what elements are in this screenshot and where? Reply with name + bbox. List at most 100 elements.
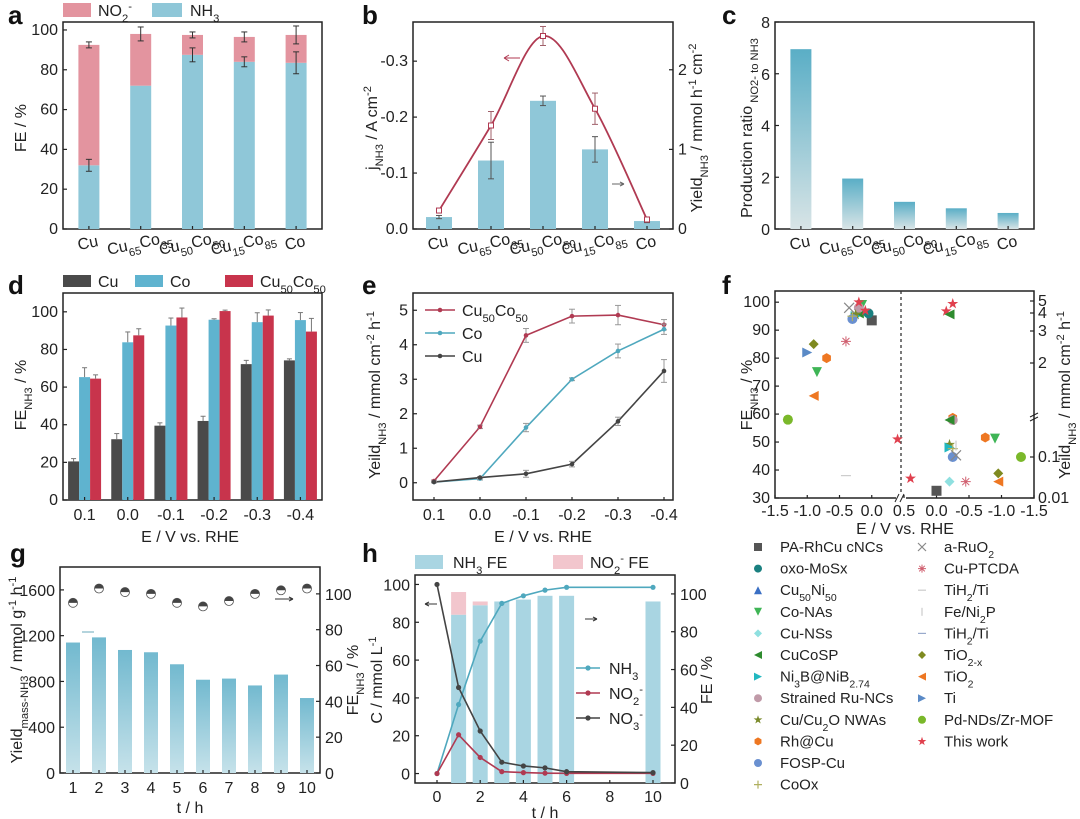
x-tick-label: -0.1 [157, 507, 185, 524]
x-tick-label-part: 35 [160, 238, 175, 252]
bar-co [79, 377, 91, 500]
bar-nh3-fe [494, 601, 510, 783]
legend-label-cuco-part: Cu [462, 303, 482, 320]
legend-label-col1: Strained Ru-NCs [780, 690, 893, 707]
legend-label-col2-part: TiO [944, 669, 968, 686]
legend-label-col2: TiO2 [944, 669, 974, 691]
bar-co [294, 320, 306, 500]
line-cu [433, 370, 665, 483]
x-tick-label-left: 0.0 [861, 503, 883, 520]
point-fe-half [224, 596, 234, 602]
legend-swatch-no2 [63, 3, 91, 17]
bar-yield [66, 642, 80, 773]
bar-co [251, 322, 263, 500]
legend-label-col2-part: TiH [944, 582, 967, 599]
y-tick-label-left: 50 [752, 434, 770, 451]
point-cu50co50 [569, 313, 575, 319]
x-tick-label-part: 85 [976, 238, 991, 252]
x-axis-title-part: vs. [180, 529, 200, 546]
point-cu50co50 [615, 312, 621, 318]
x-tick-label-right: -1.5 [1020, 503, 1048, 520]
y-axis-title-left: FENH3 / % [739, 360, 761, 430]
y-axis-title-right-part: FE [345, 695, 362, 715]
x-tick-label-part: 35 [872, 238, 887, 252]
point-fe-half [250, 589, 260, 594]
y-tick-label-left: 0 [46, 766, 55, 783]
point-no2 [434, 770, 440, 777]
marker-a-ruo2 [950, 449, 962, 461]
x-tick-label-left: -1.5 [761, 503, 789, 520]
bar-nh3 [285, 62, 307, 229]
legend-label-no2-part: - [639, 684, 643, 696]
x-tick-label-left: -1.0 [793, 503, 821, 520]
legend-label-no3: NO3- [609, 709, 643, 733]
y-tick-label-left: 100 [743, 294, 770, 311]
x-tick-label-part: 50 [562, 238, 577, 252]
axis-break-icon [894, 493, 905, 503]
y-tick-label: 1 [399, 440, 408, 457]
y-axis-title-left-part: -2 [362, 86, 374, 96]
legend-label-col2-part: TiH [944, 625, 967, 642]
y-tick-label-right: 3 [1038, 323, 1047, 340]
bar-no2-fe [472, 601, 488, 606]
x-tick-label-part: Co [138, 231, 162, 252]
legend-label-nh3-part: 3 [632, 671, 638, 683]
x-tick-label: Co [634, 233, 658, 254]
x-tick-label-part: Co [954, 231, 978, 252]
legend-label-cu: Cu [98, 274, 118, 291]
x-axis-title: t / h [532, 805, 559, 819]
legend-label-nh3-fe: NH3 FE [453, 555, 507, 577]
y-tick-label: 0 [761, 222, 770, 239]
marker-cu-cu2o-nwas [850, 309, 862, 320]
y-tick-label-right: 0 [325, 766, 334, 783]
y-tick-label: 20 [40, 454, 58, 471]
y-axis-title-left: jNH3 / A cm-2 [362, 86, 386, 171]
legend-label-no2-part: - [128, 1, 132, 13]
legend-label-col1-part: PA-RhCu cNCs [780, 539, 883, 556]
x-tick-label: -0.2 [200, 507, 228, 524]
bar-co [165, 325, 177, 500]
legend-label-cuco-part: 50 [515, 313, 527, 325]
y-axis-title-right-part: Yield [689, 177, 706, 212]
y-tick-label-left: 40 [752, 462, 770, 479]
point-cu [615, 419, 621, 424]
point-nh3 [564, 584, 570, 590]
x-tick-label: 0.0 [117, 507, 139, 524]
y-axis-title-part: NH3 [377, 422, 389, 444]
point-co [661, 326, 667, 332]
x-tick-label-right: -1.0 [988, 503, 1016, 520]
arrow-left-icon [424, 601, 437, 607]
y-tick-label: 20 [40, 181, 58, 198]
y-axis-title-part: NO2- to NH3 [749, 38, 761, 106]
legend-label-col2: Fe/Ni2P [944, 604, 996, 626]
y-tick-label: 2 [761, 170, 770, 187]
bar-yield [144, 652, 158, 773]
bar-co [208, 319, 220, 500]
legend-label-col2-part: 2 [967, 635, 973, 647]
y-tick-label: 0 [49, 221, 58, 238]
y-axis-title-right: FE / % [699, 656, 716, 704]
marker-this-work [940, 305, 952, 316]
marker-pa-rhcu-cncs [866, 315, 877, 326]
legend-label-col2-part: P [986, 604, 996, 621]
y-axis-title-left: C / mmol L-1 [367, 636, 386, 723]
x-tick-label: Cu15Co85 [560, 228, 629, 263]
legend-label-nh3-part: NH [609, 661, 632, 678]
point-no2 [520, 770, 527, 776]
x-tick-label-part: 50 [212, 238, 227, 252]
y-axis-title-right-part: -1 [687, 79, 699, 89]
x-axis-title-part: vs. [533, 529, 553, 546]
y-axis-title-left-part: / A cm [364, 96, 381, 144]
bar-yield [196, 679, 210, 773]
marker-a-ruo2 [917, 542, 927, 552]
legend-label-co: Co [170, 274, 191, 291]
line-co [433, 328, 665, 483]
point-fe-half [68, 598, 78, 603]
marker-pa-rhcu-cncs [754, 543, 762, 551]
x-axis-title-part: E / V [494, 529, 533, 546]
point-nh3 [520, 593, 527, 599]
marker-coox [754, 780, 762, 789]
y-axis-title: FE / % [13, 104, 30, 152]
y-axis-title-left-part: / mmol g [9, 610, 26, 676]
